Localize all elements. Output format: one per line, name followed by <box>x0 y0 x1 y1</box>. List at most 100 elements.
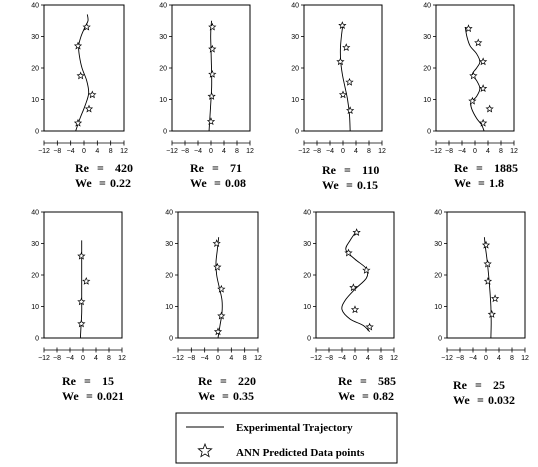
x-tick-label: 8 <box>379 355 383 362</box>
ann-predicted-point <box>336 57 345 66</box>
x-tick-label: 12 <box>521 355 529 362</box>
ann-predicted-point <box>474 38 483 47</box>
y-tick-label: 20 <box>159 66 167 73</box>
we-equals: = <box>478 176 485 190</box>
x-tick-label: −12 <box>38 355 50 362</box>
y-tick-label: 0 <box>438 336 442 343</box>
legend-marker-label: ANN Predicted Data points <box>236 447 365 459</box>
ann-predicted-point <box>84 104 94 113</box>
ann-predicted-point <box>217 311 226 320</box>
x-tick-label: 12 <box>118 355 126 362</box>
ann-predicted-point <box>206 117 216 126</box>
ann-predicted-point <box>349 283 358 292</box>
we-equals: = <box>362 389 369 403</box>
y-tick-label: 0 <box>35 336 39 343</box>
x-tick-label: 4 <box>222 148 226 155</box>
x-tick-label: −4 <box>338 355 346 362</box>
we-value: 0.22 <box>110 176 131 190</box>
ann-predicted-point <box>344 248 353 257</box>
y-tick-label: 10 <box>434 304 442 311</box>
x-tick-label: −4 <box>326 148 334 155</box>
ann-predicted-point <box>208 44 217 53</box>
x-tick-label: 0 <box>216 355 220 362</box>
we-value: 0.032 <box>488 393 515 407</box>
x-tick-label: −8 <box>445 148 453 155</box>
y-tick-label: 10 <box>31 97 39 104</box>
x-tick-label: −12 <box>310 355 322 362</box>
ann-predicted-point <box>345 77 354 86</box>
experimental-trajectory-line <box>341 230 370 333</box>
y-tick-label: 40 <box>159 3 167 10</box>
y-tick-label: 40 <box>291 3 299 10</box>
we-label: We <box>322 178 339 192</box>
we-label: We <box>75 176 92 190</box>
we-equals: = <box>214 176 221 190</box>
y-tick-label: 40 <box>165 210 173 217</box>
we-label: We <box>454 176 471 190</box>
re-label: Re <box>322 163 337 177</box>
y-tick-label: 30 <box>159 34 167 41</box>
legend-star-icon <box>197 442 213 458</box>
x-tick-label: 4 <box>486 148 490 155</box>
ann-predicted-point <box>208 69 217 78</box>
re-label: Re <box>75 161 90 175</box>
ann-predicted-point <box>82 276 91 285</box>
x-tick-label: −4 <box>194 148 202 155</box>
we-value: 0.15 <box>357 178 378 192</box>
plot-frame <box>446 211 526 339</box>
x-tick-label: −8 <box>53 148 61 155</box>
x-tick-label: −12 <box>172 355 184 362</box>
plot-frame <box>315 211 395 339</box>
x-tick-label: −8 <box>313 148 321 155</box>
x-tick-label: −8 <box>187 355 195 362</box>
we-equals: = <box>86 389 93 403</box>
y-tick-label: 30 <box>434 241 442 248</box>
y-tick-label: 0 <box>163 129 167 136</box>
x-tick-label: 0 <box>353 355 357 362</box>
panel-3: 0 10 20 30 40 −12 −8 −4 0 4 8 12 Re 110 We 0.15 == <box>291 3 386 193</box>
x-tick-label: 0 <box>209 148 213 155</box>
x-tick-label: 12 <box>510 148 518 155</box>
x-tick-label: 8 <box>243 355 247 362</box>
plot-frame <box>43 211 123 339</box>
y-tick-label: 10 <box>159 97 167 104</box>
re-label: Re <box>454 161 469 175</box>
we-label: We <box>453 393 470 407</box>
y-tick-label: 10 <box>31 304 39 311</box>
y-tick-label: 10 <box>165 304 173 311</box>
x-tick-label: 8 <box>109 148 113 155</box>
y-tick-label: 10 <box>303 304 311 311</box>
x-tick-label: −12 <box>441 355 453 362</box>
x-tick-label: 0 <box>82 148 86 155</box>
y-tick-label: 10 <box>423 97 431 104</box>
re-equals: = <box>212 161 219 175</box>
y-tick-label: 20 <box>291 66 299 73</box>
y-tick-label: 40 <box>303 210 311 217</box>
ann-predicted-point <box>208 22 217 31</box>
re-value: 25 <box>493 378 505 392</box>
we-value: 0.08 <box>225 176 246 190</box>
x-tick-label: 12 <box>378 148 386 155</box>
re-label: Re <box>190 161 205 175</box>
x-tick-label: 8 <box>235 148 239 155</box>
plot-frame <box>177 211 259 339</box>
ann-predicted-point <box>464 24 473 33</box>
y-tick-label: 0 <box>307 336 311 343</box>
we-label: We <box>190 176 207 190</box>
x-tick-label: 12 <box>254 355 262 362</box>
y-tick-label: 30 <box>303 241 311 248</box>
re-value: 420 <box>115 161 133 175</box>
ann-predicted-point <box>365 322 374 331</box>
we-value: 1.8 <box>489 176 504 190</box>
y-tick-label: 20 <box>31 273 39 280</box>
ann-predicted-point <box>73 41 83 50</box>
ann-predicted-point <box>352 228 361 236</box>
ann-predicted-point <box>207 92 216 100</box>
y-tick-label: 20 <box>31 66 39 73</box>
ann-predicted-point <box>346 106 355 115</box>
we-equals: = <box>477 393 484 407</box>
ann-predicted-point <box>478 57 488 66</box>
re-value: 15 <box>102 374 114 388</box>
